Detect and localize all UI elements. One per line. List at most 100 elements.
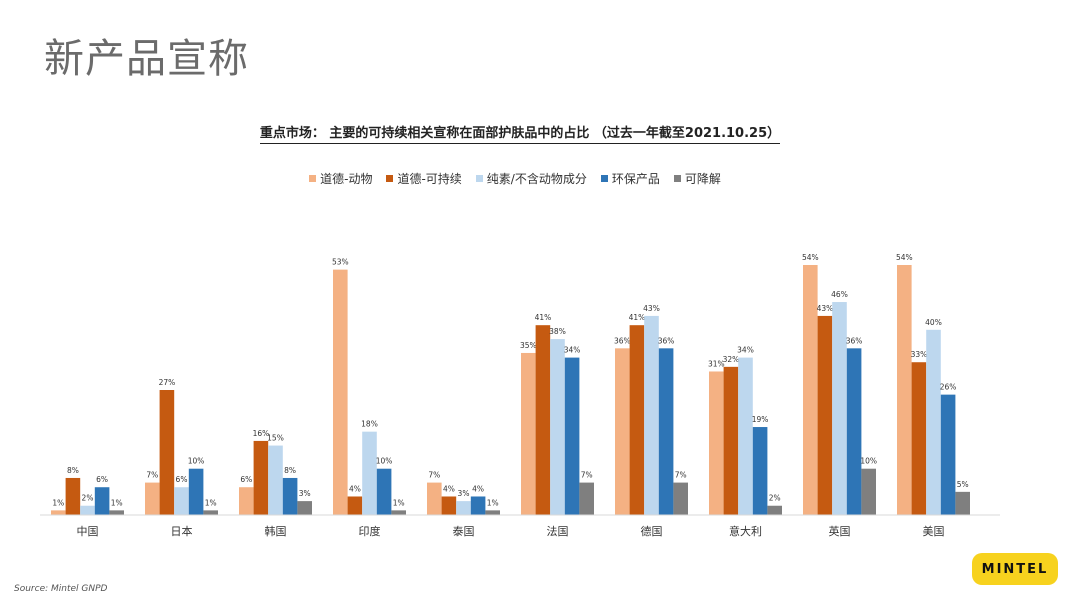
legend-label: 环保产品 — [611, 172, 660, 186]
data-label: 1% — [111, 498, 123, 507]
bar-ethical-animal — [521, 352, 536, 515]
bar-ethical-sustainable — [441, 496, 457, 515]
data-label: 43% — [817, 304, 834, 313]
legend-item-eco-product: 环保产品 — [600, 170, 660, 187]
data-label: 10% — [188, 457, 205, 466]
data-label: 27% — [159, 378, 176, 387]
bar-ethical-animal — [427, 482, 442, 515]
bar-biodegradable — [673, 482, 688, 515]
bar-vegan — [362, 431, 377, 515]
chart-legend: 道德-动物 道德-可持续 纯素/不含动物成分 环保产品 可降解 — [0, 170, 1030, 187]
legend-item-ethical-sustainable: 道德-可持续 — [386, 170, 462, 187]
bar-ethical-animal — [897, 265, 912, 515]
bar-ethical-sustainable — [159, 390, 175, 515]
legend-label: 可降解 — [684, 172, 721, 186]
bar-vegan — [174, 487, 189, 515]
data-label: 36% — [658, 336, 675, 345]
bar-vegan — [926, 329, 941, 515]
bar-ethical-animal — [803, 265, 818, 515]
data-label: 43% — [643, 304, 660, 313]
chart-title: 重点市场： 主要的可持续相关宣称在面部护肤品中的占比 （过去一年截至2021.1… — [0, 122, 1040, 144]
data-label: 36% — [614, 336, 631, 345]
data-label: 46% — [831, 290, 848, 299]
data-label: 4% — [443, 484, 455, 493]
data-label: 1% — [393, 498, 405, 507]
legend-swatch — [475, 175, 483, 182]
data-label: 2% — [769, 494, 781, 503]
data-label: 18% — [361, 420, 378, 429]
bar-biodegradable — [391, 510, 406, 515]
bar-vegan — [80, 505, 95, 515]
data-label: 53% — [332, 258, 349, 267]
data-label: 19% — [752, 415, 769, 424]
data-label: 4% — [472, 484, 484, 493]
data-label: 1% — [52, 498, 64, 507]
category-label: 美国 — [923, 525, 945, 538]
bar-ethical-sustainable — [629, 325, 645, 515]
bar-ethical-animal — [51, 510, 66, 515]
bar-ethical-sustainable — [65, 477, 81, 515]
legend-label: 纯素/不含动物成分 — [486, 172, 587, 186]
data-label: 41% — [535, 313, 552, 322]
bar-eco-product — [94, 487, 110, 515]
data-label: 8% — [284, 466, 296, 475]
data-label: 40% — [925, 318, 942, 327]
bar-ethical-animal — [145, 482, 160, 515]
category-label: 法国 — [547, 524, 569, 538]
chart-title-text: 重点市场： 主要的可持续相关宣称在面部护肤品中的占比 （过去一年截至2021.1… — [259, 126, 781, 144]
data-label: 7% — [146, 471, 158, 480]
bar-vegan — [832, 302, 847, 515]
data-label: 34% — [564, 346, 581, 355]
bar-eco-product — [376, 468, 392, 515]
bar-ethical-sustainable — [347, 496, 363, 515]
bar-ethical-animal — [239, 487, 254, 515]
category-label: 印度 — [359, 524, 381, 538]
data-label: 32% — [723, 355, 740, 364]
bar-ethical-sustainable — [535, 325, 551, 515]
bar-eco-product — [658, 348, 674, 515]
data-label: 15% — [267, 434, 284, 443]
data-label: 16% — [253, 429, 270, 438]
data-label: 6% — [176, 475, 188, 484]
data-label: 3% — [458, 489, 470, 498]
bar-vegan — [738, 357, 753, 515]
bar-biodegradable — [955, 491, 970, 515]
bar-biodegradable — [579, 482, 594, 515]
data-label: 6% — [240, 475, 252, 484]
legend-swatch — [386, 175, 394, 182]
bar-ethical-animal — [709, 371, 724, 515]
data-label: 41% — [629, 313, 646, 322]
data-label: 31% — [708, 359, 725, 368]
data-label: 36% — [846, 336, 863, 345]
bar-biodegradable — [109, 510, 124, 515]
bar-ethical-sustainable — [817, 315, 833, 515]
category-label: 韩国 — [265, 524, 287, 538]
data-label: 5% — [957, 480, 969, 489]
bar-biodegradable — [485, 510, 500, 515]
category-label: 中国 — [77, 525, 99, 538]
category-label: 日本 — [171, 524, 193, 538]
category-label: 意大利 — [729, 524, 762, 538]
legend-swatch — [600, 175, 608, 182]
data-label: 6% — [96, 475, 108, 484]
bar-biodegradable — [297, 501, 312, 515]
data-label: 10% — [376, 457, 393, 466]
bar-eco-product — [564, 357, 580, 515]
bar-eco-product — [188, 468, 204, 515]
data-label: 35% — [520, 341, 537, 350]
data-label: 1% — [205, 498, 217, 507]
mintel-logo: MINTEL — [972, 553, 1058, 585]
bar-eco-product — [470, 496, 486, 515]
bar-vegan — [644, 315, 659, 515]
data-label: 3% — [299, 489, 311, 498]
legend-label: 道德-动物 — [320, 172, 373, 186]
bar-ethical-sustainable — [723, 366, 739, 515]
data-label: 33% — [911, 350, 928, 359]
bar-eco-product — [282, 477, 298, 515]
source-note: Source: Mintel GNPD — [14, 584, 108, 594]
legend-item-ethical-animal: 道德-动物 — [309, 170, 372, 187]
legend-swatch — [673, 175, 681, 182]
category-label: 德国 — [641, 524, 663, 538]
data-label: 1% — [487, 498, 499, 507]
data-label: 34% — [737, 346, 754, 355]
